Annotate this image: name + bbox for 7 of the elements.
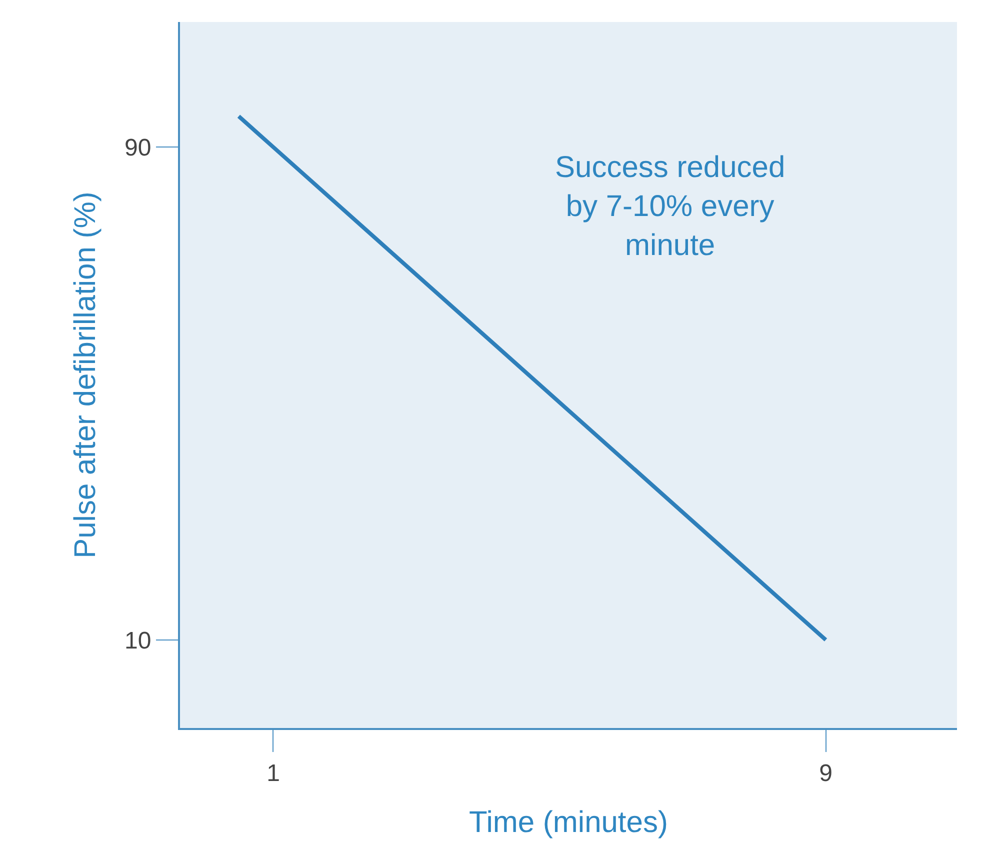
- y-tick-label: 90: [124, 134, 152, 162]
- x-tick-label: 1: [266, 760, 280, 787]
- x-axis-title: Time (minutes): [469, 806, 668, 839]
- y-axis-title: Pulse after defibrillation (%): [68, 192, 102, 558]
- annotation: Success reduced by 7-10% every minute: [555, 151, 786, 262]
- x-tick-label: 9: [819, 760, 832, 787]
- y-tick-label: 10: [124, 627, 152, 654]
